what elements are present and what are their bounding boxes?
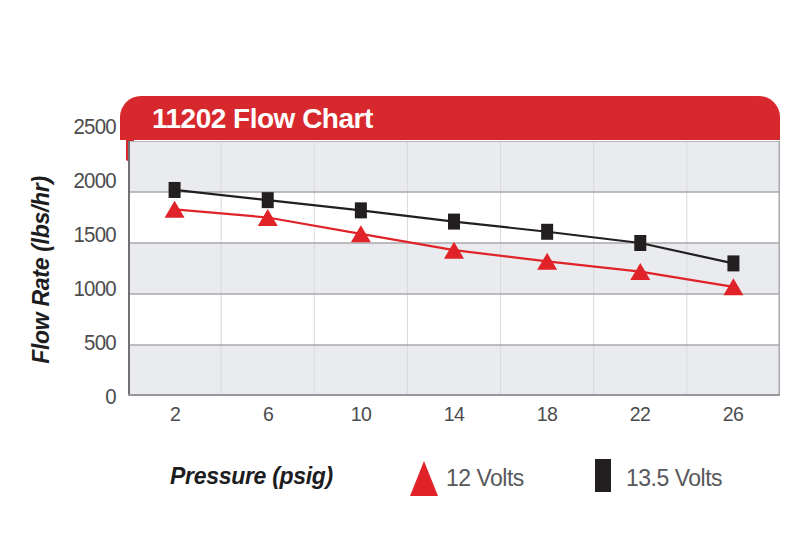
triangle-marker-icon (410, 461, 438, 496)
x-tick-label: 18 (519, 402, 575, 426)
x-tick-label: 2 (147, 402, 203, 426)
square-marker-icon (595, 459, 611, 492)
flow-chart-figure: Flow Rate (lbs/hr) 11202 Flow Chart 0 500… (0, 0, 800, 554)
chart-title: 11202 Flow Chart (152, 103, 373, 135)
y-tick-label: 1500 (55, 223, 116, 247)
y-axis-title: Flow Rate (lbs/hr) (28, 140, 56, 400)
data-point-13-5-volts (448, 214, 460, 230)
y-tick-label: 2000 (55, 169, 116, 193)
data-point-13-5-volts (634, 235, 646, 251)
data-point-13-5-volts (727, 255, 739, 271)
plot-area (128, 141, 780, 396)
data-point-13-5-volts (541, 224, 553, 240)
plot-band (128, 141, 780, 192)
y-tick-label: 500 (55, 331, 116, 355)
plot-band (128, 294, 780, 345)
x-tick-label: 14 (426, 402, 482, 426)
x-tick-label: 22 (612, 402, 668, 426)
x-tick-label: 10 (333, 402, 389, 426)
y-tick-label: 0 (55, 385, 116, 409)
data-point-13-5-volts (262, 192, 274, 208)
chart-title-banner: 11202 Flow Chart (120, 96, 780, 140)
data-point-13-5-volts (169, 182, 181, 198)
legend-label-13-5-volts: 13.5 Volts (626, 465, 722, 492)
legend-label-12-volts: 12 Volts (446, 465, 524, 492)
x-axis-title: Pressure (psig) (170, 463, 333, 490)
x-tick-label: 6 (240, 402, 296, 426)
plot-band (128, 345, 780, 396)
x-tick-label: 26 (706, 402, 762, 426)
data-point-13-5-volts (355, 202, 367, 218)
y-tick-label: 2500 (55, 115, 116, 139)
chart-svg (128, 141, 780, 396)
y-tick-label: 1000 (55, 277, 116, 301)
